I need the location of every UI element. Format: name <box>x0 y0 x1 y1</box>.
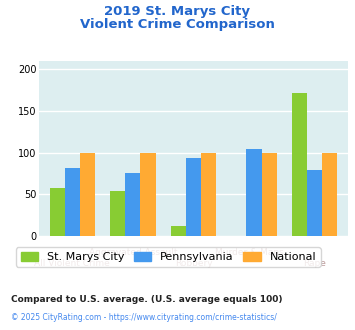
Text: Rape: Rape <box>303 259 326 268</box>
Bar <box>171 226 186 236</box>
Text: Aggravated Assault: Aggravated Assault <box>89 248 177 257</box>
Text: Compared to U.S. average. (U.S. average equals 100): Compared to U.S. average. (U.S. average … <box>11 295 282 304</box>
Bar <box>65 169 80 236</box>
Bar <box>186 158 201 236</box>
Legend: St. Marys City, Pennsylvania, National: St. Marys City, Pennsylvania, National <box>16 248 321 267</box>
Text: Violent Crime Comparison: Violent Crime Comparison <box>80 18 275 31</box>
Bar <box>80 153 95 236</box>
Bar <box>110 191 125 236</box>
Text: 2019 St. Marys City: 2019 St. Marys City <box>104 5 251 18</box>
Text: Murder & Mans...: Murder & Mans... <box>215 248 293 257</box>
Bar <box>201 153 216 236</box>
Bar <box>292 93 307 236</box>
Text: Robbery: Robbery <box>175 259 212 268</box>
Bar <box>322 153 337 236</box>
Text: © 2025 CityRating.com - https://www.cityrating.com/crime-statistics/: © 2025 CityRating.com - https://www.city… <box>11 314 277 322</box>
Bar <box>307 170 322 236</box>
Bar <box>50 188 65 236</box>
Bar <box>141 153 155 236</box>
Bar <box>262 153 277 236</box>
Bar <box>246 148 262 236</box>
Bar <box>125 173 141 236</box>
Text: All Violent Crime: All Violent Crime <box>34 259 110 268</box>
